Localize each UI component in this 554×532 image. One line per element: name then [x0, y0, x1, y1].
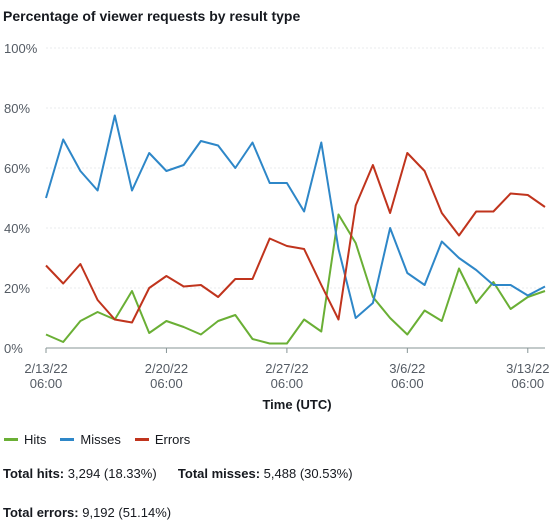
- legend-label-errors: Errors: [154, 432, 191, 447]
- totals-row-1: Total hits: 3,294 (18.33%) Total misses:…: [3, 466, 353, 481]
- chart-title: Percentage of viewer requests by result …: [3, 8, 301, 24]
- legend-swatch-misses: [60, 438, 75, 441]
- total-errors-value: 9,192 (51.14%): [82, 505, 172, 520]
- total-hits-value: 3,294 (18.33%): [67, 466, 157, 481]
- legend-label-misses: Misses: [80, 432, 121, 447]
- x-axis-ticks: 2/13/2206:002/20/2206:002/27/2206:003/6/…: [24, 348, 549, 391]
- total-misses-value: 5,488 (30.53%): [263, 466, 353, 481]
- x-tick-time: 06:00: [271, 376, 304, 391]
- total-hits-label: Total hits:: [3, 466, 65, 481]
- legend-swatch-errors: [134, 438, 149, 441]
- y-tick-label: 40%: [4, 221, 30, 236]
- x-axis-label: Time (UTC): [262, 397, 331, 412]
- series-lines: [45, 114, 546, 345]
- legend-item-misses[interactable]: Misses: [60, 432, 121, 447]
- x-tick-time: 06:00: [30, 376, 63, 391]
- legend-swatch-hits: [4, 438, 18, 441]
- series-line-misses: [45, 114, 546, 319]
- total-misses-label: Total misses:: [177, 466, 261, 481]
- x-tick-time: 06:00: [512, 376, 545, 391]
- total-errors-label: Total errors:: [3, 505, 79, 520]
- x-tick-date: 2/20/22: [145, 361, 188, 376]
- x-tick-date: 2/27/22: [265, 361, 308, 376]
- y-axis-ticks: 0% 20% 40% 60% 80% 100%: [4, 41, 38, 356]
- legend-item-errors[interactable]: Errors: [134, 432, 191, 447]
- y-tick-label: 100%: [4, 41, 38, 56]
- y-tick-label: 20%: [4, 281, 30, 296]
- y-tick-label: 0%: [4, 341, 23, 356]
- x-tick-date: 2/13/22: [24, 361, 67, 376]
- x-tick-date: 3/6/22: [389, 361, 425, 376]
- series-line-hits: [45, 213, 546, 345]
- grid-lines: [46, 47, 545, 349]
- x-tick-time: 06:00: [150, 376, 183, 391]
- series-line-errors: [45, 152, 546, 324]
- legend-label-hits: Hits: [24, 432, 47, 447]
- y-tick-label: 80%: [4, 101, 30, 116]
- x-tick-date: 3/13/22: [506, 361, 549, 376]
- totals-row-2: Total errors: 9,192 (51.14%): [3, 505, 171, 520]
- line-chart: 0%20%40%60%80%100% 2/13/2206:002/20/2206…: [4, 41, 549, 412]
- y-tick-label: 60%: [4, 161, 30, 176]
- x-tick-time: 06:00: [391, 376, 424, 391]
- legend-item-hits[interactable]: Hits: [4, 432, 46, 447]
- legend: Hits Misses Errors: [4, 432, 190, 447]
